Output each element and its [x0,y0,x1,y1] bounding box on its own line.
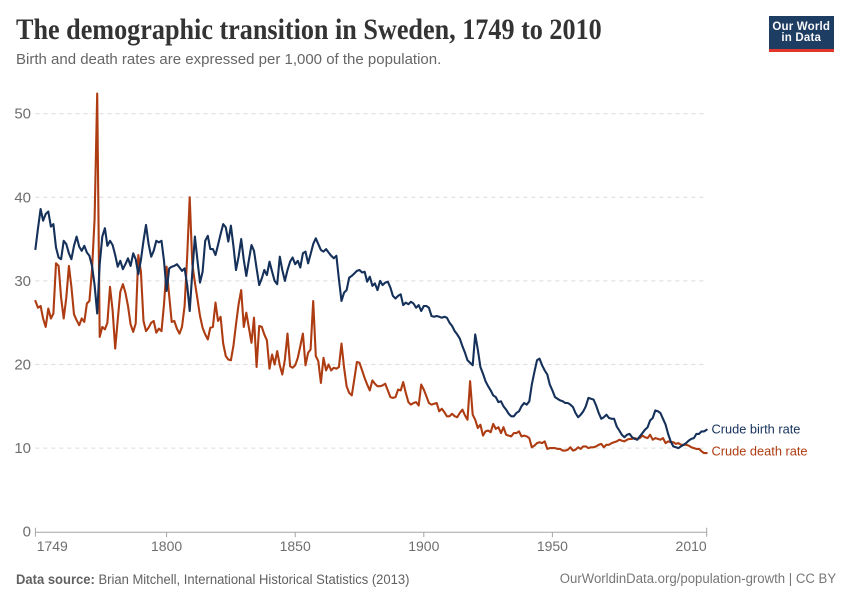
svg-text:20: 20 [14,357,31,374]
svg-text:1749: 1749 [37,538,68,554]
svg-text:1950: 1950 [537,538,568,554]
svg-text:0: 0 [23,524,31,541]
svg-text:1850: 1850 [280,538,311,554]
svg-text:50: 50 [14,106,31,123]
svg-text:10: 10 [14,440,31,457]
svg-text:30: 30 [14,273,31,290]
svg-text:40: 40 [14,189,31,206]
svg-text:2010: 2010 [676,538,707,554]
svg-text:Crude birth rate: Crude birth rate [712,422,801,437]
svg-text:1800: 1800 [151,538,182,554]
svg-text:1900: 1900 [408,538,439,554]
svg-text:Crude death rate: Crude death rate [712,444,808,459]
